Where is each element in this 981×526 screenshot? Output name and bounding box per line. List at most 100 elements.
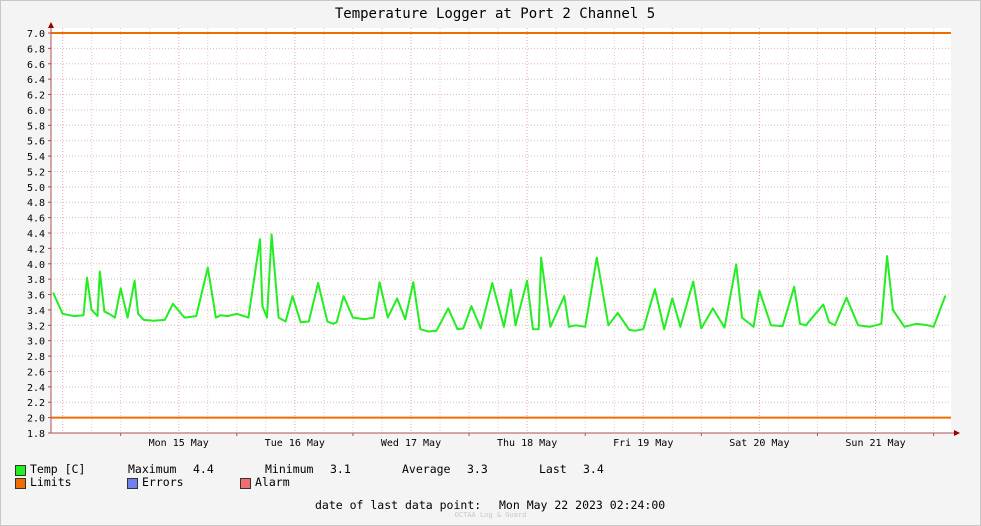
data-point <box>663 328 665 330</box>
y-tick-label: 6.4 <box>27 75 45 86</box>
y-axis-arrow <box>48 22 54 28</box>
data-point <box>114 316 116 319</box>
data-point <box>152 319 154 322</box>
x-tick-label: Sun 21 May <box>845 438 905 449</box>
data-point <box>834 324 836 327</box>
data-point <box>183 316 186 319</box>
data-point <box>903 326 906 328</box>
x-tick-label: Fri 19 May <box>613 438 673 449</box>
y-tick-label: 5.8 <box>27 121 45 132</box>
y-tick-label: 3.6 <box>27 291 45 302</box>
data-point <box>607 324 610 327</box>
limits-swatch <box>15 478 26 489</box>
data-point <box>133 279 136 282</box>
data-point <box>868 326 871 328</box>
data-point <box>299 321 302 324</box>
data-point <box>532 328 534 330</box>
y-tick-label: 4.8 <box>27 198 45 209</box>
data-point <box>82 314 85 317</box>
data-point <box>857 324 859 327</box>
data-point <box>447 307 449 310</box>
data-point <box>654 288 656 290</box>
data-point <box>540 256 542 259</box>
data-point <box>479 327 482 330</box>
y-tick-label: 5.4 <box>27 152 45 163</box>
data-point <box>781 325 784 327</box>
y-tick-label: 6.8 <box>27 44 45 55</box>
data-point <box>549 326 552 328</box>
legend-max-value: 4.4 <box>193 462 214 476</box>
data-point <box>219 314 222 317</box>
data-point <box>291 295 294 297</box>
data-point <box>491 282 494 284</box>
y-tick-label: 5.2 <box>27 167 45 178</box>
data-point <box>261 305 264 307</box>
data-point <box>332 322 334 325</box>
data-point <box>143 319 145 321</box>
y-tick-label: 4.0 <box>27 260 45 271</box>
data-point <box>226 315 229 317</box>
data-point <box>503 326 505 328</box>
data-point <box>770 324 772 327</box>
data-point <box>404 318 406 320</box>
data-point <box>700 327 703 330</box>
data-point <box>575 324 577 327</box>
data-point <box>568 326 570 328</box>
data-point <box>642 328 645 330</box>
data-point <box>563 295 566 297</box>
legend-last-value: 3.4 <box>583 462 604 476</box>
data-point <box>616 312 619 314</box>
data-point <box>671 297 674 300</box>
data-point <box>335 321 338 324</box>
data-point <box>886 255 888 257</box>
data-point <box>822 303 825 306</box>
data-point <box>236 312 238 315</box>
data-point <box>164 319 166 321</box>
legend-alarm-label: Alarm <box>255 475 290 489</box>
x-axis-arrow <box>954 430 960 436</box>
data-point <box>90 309 93 311</box>
data-point <box>679 326 682 328</box>
data-point <box>412 281 415 284</box>
data-point <box>758 289 761 292</box>
legend-last-label: Last <box>539 462 567 476</box>
y-tick-label: 2.4 <box>27 383 45 394</box>
legend-max-label: Maximum <box>128 462 177 476</box>
y-tick-label: 3.2 <box>27 321 45 332</box>
data-point <box>932 326 935 328</box>
data-point <box>326 320 329 323</box>
data-point <box>96 315 99 317</box>
chart-title: Temperature Logger at Port 2 Channel 5 <box>335 6 655 22</box>
y-tick-label: 3.0 <box>27 337 45 348</box>
data-point <box>880 322 883 325</box>
data-point <box>386 316 389 319</box>
y-tick-label: 2.8 <box>27 352 45 363</box>
data-point <box>103 310 106 313</box>
x-axis-ticks: Mon 15 May Tue 16 May Wed 17 May Thu 18 May… <box>149 438 906 449</box>
data-point <box>270 233 273 236</box>
legend-errors-label: Errors <box>142 475 184 489</box>
legend-avg-value: 3.3 <box>467 462 488 476</box>
data-point <box>892 309 894 311</box>
data-point <box>435 329 438 332</box>
data-point <box>342 295 345 297</box>
data-point <box>284 320 287 323</box>
temp-swatch <box>15 465 26 476</box>
data-point <box>845 296 848 299</box>
data-point <box>195 315 197 317</box>
series-group <box>52 233 947 333</box>
y-tick-label: 1.8 <box>27 429 45 440</box>
data-point <box>378 281 381 284</box>
data-point <box>396 297 398 300</box>
data-point <box>805 324 807 327</box>
y-tick-label: 6.0 <box>27 106 45 117</box>
data-point <box>462 327 465 330</box>
data-point <box>137 312 139 315</box>
data-point <box>799 322 801 325</box>
data-point <box>277 316 280 319</box>
data-point <box>119 287 122 290</box>
y-tick-label: 6.6 <box>27 60 45 71</box>
data-point <box>537 328 540 330</box>
